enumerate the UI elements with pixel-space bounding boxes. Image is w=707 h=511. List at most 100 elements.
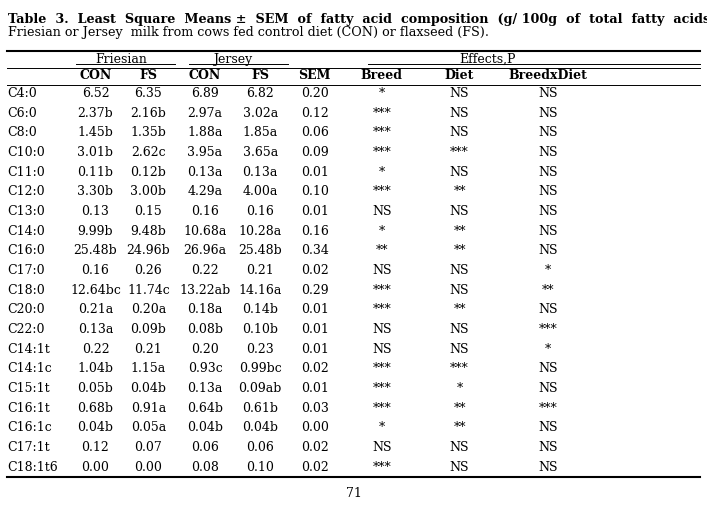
- Text: C14:1c: C14:1c: [7, 362, 52, 375]
- Text: 6.35: 6.35: [134, 87, 163, 100]
- Text: ***: ***: [373, 284, 391, 296]
- Text: 0.64b: 0.64b: [187, 402, 223, 414]
- Text: 0.00: 0.00: [134, 461, 163, 474]
- Text: NS: NS: [450, 323, 469, 336]
- Text: 2.16b: 2.16b: [131, 106, 166, 120]
- Text: *: *: [379, 225, 385, 238]
- Text: 0.06: 0.06: [300, 126, 329, 139]
- Text: NS: NS: [450, 342, 469, 356]
- Text: *: *: [379, 166, 385, 178]
- Text: ***: ***: [373, 106, 391, 120]
- Text: ***: ***: [539, 402, 557, 414]
- Text: 2.62c: 2.62c: [132, 146, 165, 159]
- Text: C8:0: C8:0: [7, 126, 37, 139]
- Text: 0.22: 0.22: [191, 264, 219, 277]
- Text: 9.99b: 9.99b: [78, 225, 113, 238]
- Text: 3.02a: 3.02a: [243, 106, 278, 120]
- Text: NS: NS: [372, 264, 392, 277]
- Text: 3.01b: 3.01b: [78, 146, 113, 159]
- Text: NS: NS: [538, 166, 558, 178]
- Text: 10.68a: 10.68a: [183, 225, 227, 238]
- Text: 1.45b: 1.45b: [78, 126, 113, 139]
- Text: NS: NS: [538, 382, 558, 395]
- Text: 0.02: 0.02: [300, 264, 329, 277]
- Text: 0.13a: 0.13a: [187, 166, 223, 178]
- Text: 0.04b: 0.04b: [131, 382, 166, 395]
- Text: 3.30b: 3.30b: [78, 185, 113, 198]
- Text: ***: ***: [373, 303, 391, 316]
- Text: 0.12: 0.12: [300, 106, 329, 120]
- Text: *: *: [545, 264, 551, 277]
- Text: 0.23: 0.23: [246, 342, 274, 356]
- Text: 6.82: 6.82: [246, 87, 274, 100]
- Text: 0.03: 0.03: [300, 402, 329, 414]
- Text: 0.08b: 0.08b: [187, 323, 223, 336]
- Text: C18:1t6: C18:1t6: [7, 461, 58, 474]
- Text: 71: 71: [346, 487, 361, 500]
- Text: 0.12: 0.12: [81, 441, 110, 454]
- Text: NS: NS: [538, 362, 558, 375]
- Text: 0.21: 0.21: [246, 264, 274, 277]
- Text: NS: NS: [538, 87, 558, 100]
- Text: **: **: [453, 421, 466, 434]
- Text: **: **: [453, 225, 466, 238]
- Text: 0.99bc: 0.99bc: [239, 362, 281, 375]
- Text: NS: NS: [538, 461, 558, 474]
- Text: 0.13: 0.13: [81, 205, 110, 218]
- Text: 0.02: 0.02: [300, 441, 329, 454]
- Text: Friesian or Jersey  milk from cows fed control diet (CON) or flaxseed (FS).: Friesian or Jersey milk from cows fed co…: [8, 26, 489, 38]
- Text: 11.74c: 11.74c: [127, 284, 170, 296]
- Text: ***: ***: [373, 146, 391, 159]
- Text: 10.28a: 10.28a: [238, 225, 282, 238]
- Text: 0.68b: 0.68b: [78, 402, 113, 414]
- Text: C10:0: C10:0: [7, 146, 45, 159]
- Text: C13:0: C13:0: [7, 205, 45, 218]
- Text: 1.15a: 1.15a: [131, 362, 166, 375]
- Text: 0.05b: 0.05b: [78, 382, 113, 395]
- Text: 0.07: 0.07: [134, 441, 163, 454]
- Text: C4:0: C4:0: [7, 87, 37, 100]
- Text: C14:0: C14:0: [7, 225, 45, 238]
- Text: C14:1t: C14:1t: [7, 342, 49, 356]
- Text: C15:1t: C15:1t: [7, 382, 49, 395]
- Text: 6.89: 6.89: [191, 87, 219, 100]
- Text: 0.02: 0.02: [300, 362, 329, 375]
- Text: C11:0: C11:0: [7, 166, 45, 178]
- Text: C12:0: C12:0: [7, 185, 45, 198]
- Text: 0.00: 0.00: [300, 421, 329, 434]
- Text: C6:0: C6:0: [7, 106, 37, 120]
- Text: 0.20: 0.20: [300, 87, 329, 100]
- Text: CON: CON: [79, 69, 112, 82]
- Text: NS: NS: [450, 461, 469, 474]
- Text: 0.18a: 0.18a: [187, 303, 223, 316]
- Text: 4.00a: 4.00a: [243, 185, 278, 198]
- Text: 0.91a: 0.91a: [131, 402, 166, 414]
- Text: Effects,P: Effects,P: [460, 53, 516, 65]
- Text: 2.37b: 2.37b: [78, 106, 113, 120]
- Text: CON: CON: [189, 69, 221, 82]
- Text: 0.00: 0.00: [81, 461, 110, 474]
- Text: NS: NS: [538, 303, 558, 316]
- Text: *: *: [545, 342, 551, 356]
- Text: 0.26: 0.26: [134, 264, 163, 277]
- Text: NS: NS: [450, 126, 469, 139]
- Text: 0.04b: 0.04b: [78, 421, 113, 434]
- Text: 6.52: 6.52: [81, 87, 110, 100]
- Text: NS: NS: [450, 264, 469, 277]
- Text: 0.14b: 0.14b: [243, 303, 278, 316]
- Text: 0.10b: 0.10b: [243, 323, 278, 336]
- Text: NS: NS: [538, 225, 558, 238]
- Text: 0.04b: 0.04b: [243, 421, 278, 434]
- Text: 0.01: 0.01: [300, 303, 329, 316]
- Text: 0.08: 0.08: [191, 461, 219, 474]
- Text: 0.09b: 0.09b: [131, 323, 166, 336]
- Text: 14.16a: 14.16a: [238, 284, 282, 296]
- Text: 0.16: 0.16: [246, 205, 274, 218]
- Text: NS: NS: [450, 441, 469, 454]
- Text: 4.29a: 4.29a: [187, 185, 223, 198]
- Text: NS: NS: [538, 106, 558, 120]
- Text: 0.04b: 0.04b: [187, 421, 223, 434]
- Text: *: *: [379, 421, 385, 434]
- Text: NS: NS: [538, 421, 558, 434]
- Text: NS: NS: [372, 323, 392, 336]
